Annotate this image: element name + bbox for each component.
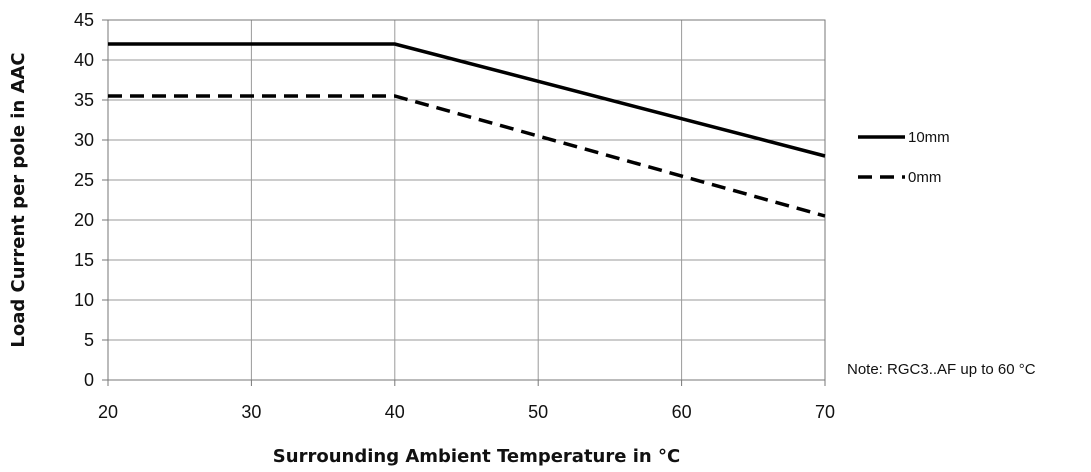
y-tick-label: 15 <box>74 250 94 270</box>
y-tick-labels: 0 5 10 15 20 25 30 35 40 45 <box>74 10 108 390</box>
y-tick-label: 10 <box>74 290 94 310</box>
y-tick-label: 25 <box>74 170 94 190</box>
legend: 10mm 0mm <box>858 129 950 186</box>
x-tick-label: 30 <box>241 402 261 422</box>
x-tick-label: 50 <box>528 402 548 422</box>
series-layer <box>107 42 826 218</box>
grid-lines <box>107 19 826 381</box>
x-tick-label: 20 <box>98 402 118 422</box>
y-tick-label: 5 <box>84 330 94 350</box>
plot-area-frame <box>107 19 826 381</box>
legend-label: 0mm <box>908 169 941 186</box>
y-tick-label: 45 <box>74 10 94 30</box>
x-tick-labels: 20 30 40 50 60 70 <box>98 380 835 422</box>
series-line-0mm <box>108 94 826 218</box>
x-tick-label: 60 <box>672 402 692 422</box>
y-axis-title: Load Current per pole in AAC <box>8 52 29 347</box>
legend-label: 10mm <box>908 129 950 146</box>
y-tick-label: 20 <box>74 210 94 230</box>
x-axis-title: Surrounding Ambient Temperature in °C <box>273 446 680 467</box>
y-tick-label: 40 <box>74 50 94 70</box>
y-tick-label: 30 <box>74 130 94 150</box>
chart-note: Note: RGC3..AF up to 60 °C <box>847 361 1036 378</box>
y-tick-label: 0 <box>84 370 94 390</box>
x-tick-label: 70 <box>815 402 835 422</box>
y-tick-label: 35 <box>74 90 94 110</box>
x-tick-label: 40 <box>385 402 405 422</box>
